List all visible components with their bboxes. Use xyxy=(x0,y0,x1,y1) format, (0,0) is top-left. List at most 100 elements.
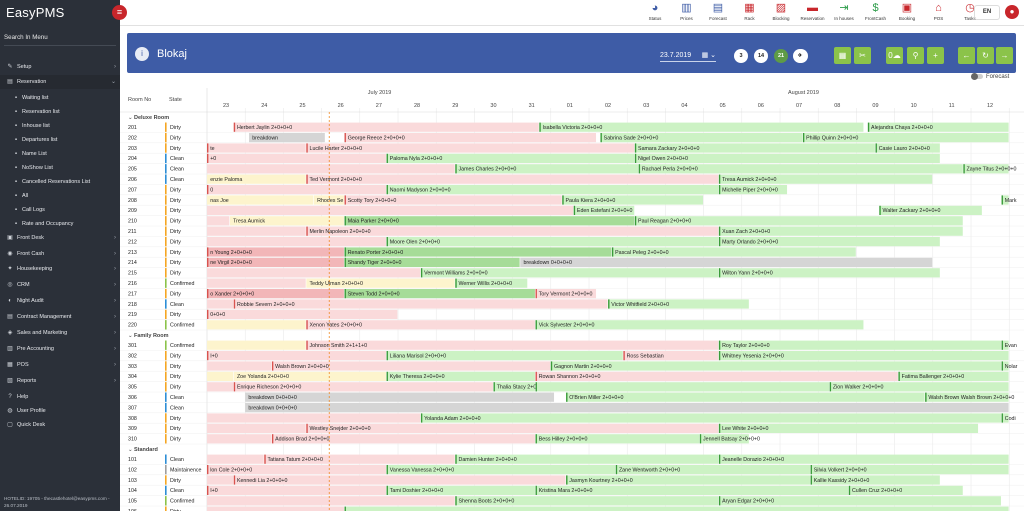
reservation-bar[interactable] xyxy=(608,299,749,309)
sidebar-item-front-cash[interactable]: ◉ Front Cash › xyxy=(0,247,120,261)
reservation-bar[interactable] xyxy=(1001,361,1009,371)
reservation-bar[interactable] xyxy=(207,465,386,475)
reservation-bar[interactable] xyxy=(233,382,493,392)
nav-forecast[interactable]: ▤ Forecast xyxy=(703,1,733,21)
forecast-toggle[interactable]: Forecast xyxy=(971,73,1009,80)
reservation-bar[interactable] xyxy=(207,153,386,163)
reservation-bar[interactable] xyxy=(207,454,264,464)
sidebar-item-quick-desk[interactable]: ▢ Quick Desk xyxy=(0,418,120,432)
reservation-bar[interactable] xyxy=(386,153,635,163)
reservation-bar[interactable] xyxy=(634,143,875,153)
reservation-bar[interactable] xyxy=(879,205,982,215)
reservation-bar[interactable] xyxy=(271,434,535,444)
sidebar-item-waiting-list[interactable]: ▪ Waiting list xyxy=(0,91,120,105)
reservation-bar[interactable] xyxy=(535,289,597,299)
sidebar-item-pre-accounting[interactable]: ▥ Pre Accounting › xyxy=(0,342,120,356)
refresh-button[interactable]: ↻ xyxy=(977,47,994,64)
reservation-bar[interactable] xyxy=(207,434,272,444)
nav-blocking[interactable]: ▨ Blocking xyxy=(766,1,796,21)
weather-button[interactable]: 0☁ xyxy=(886,47,903,64)
reservation-bar[interactable] xyxy=(207,226,306,236)
reservation-bar[interactable] xyxy=(573,205,635,215)
reservation-bar[interactable] xyxy=(207,496,455,506)
reservation-bar[interactable] xyxy=(455,164,639,174)
reservation-bar[interactable] xyxy=(634,216,963,226)
sidebar-item-name-list[interactable]: ▪ Name List xyxy=(0,147,120,161)
reservation-bar[interactable] xyxy=(207,506,344,511)
reservation-bar[interactable] xyxy=(207,143,306,153)
reservation-bar[interactable] xyxy=(699,434,749,444)
reservation-bar[interactable] xyxy=(718,423,979,433)
sidebar-search-input[interactable]: Search In Menu xyxy=(4,32,116,46)
reservation-bar[interactable] xyxy=(306,174,719,184)
reservation-bar[interactable] xyxy=(229,216,344,226)
reservation-bar[interactable] xyxy=(493,382,535,392)
nav-pos[interactable]: ⌂ POS xyxy=(924,1,954,21)
user-avatar[interactable]: ● xyxy=(1005,5,1019,19)
reservation-bar[interactable] xyxy=(207,351,386,361)
reservation-bar[interactable] xyxy=(634,153,940,163)
reservation-bar[interactable] xyxy=(875,143,940,153)
reservation-bar[interactable] xyxy=(233,122,539,132)
reservation-bar[interactable] xyxy=(386,465,616,475)
sidebar-item-contract-management[interactable]: ▤ Contract Management › xyxy=(0,310,120,324)
reservation-bar[interactable] xyxy=(535,320,864,330)
reservation-bar[interactable] xyxy=(306,320,535,330)
reservation-bar[interactable] xyxy=(207,164,455,174)
reservation-bar[interactable] xyxy=(207,340,306,350)
reservation-bar[interactable] xyxy=(810,475,940,485)
sidebar-item-call-logs[interactable]: ▪ Call Logs xyxy=(0,203,120,217)
reservation-bar[interactable] xyxy=(455,278,528,288)
reservation-bar[interactable] xyxy=(386,485,535,495)
date-picker-input[interactable]: 23.7.2019 ▦ ⌄ xyxy=(660,50,716,62)
nav-reservation[interactable]: ▬ Reservation xyxy=(798,1,828,21)
reservation-bar[interactable] xyxy=(420,268,719,278)
reservation-bar[interactable] xyxy=(718,237,940,247)
reservation-bar[interactable] xyxy=(386,237,719,247)
reservation-bar[interactable] xyxy=(207,216,230,226)
checkin-plane-button[interactable]: ✈ xyxy=(793,49,807,63)
reservation-bar[interactable] xyxy=(718,351,1009,361)
reservation-bar[interactable] xyxy=(1001,340,1009,350)
reservation-bar[interactable] xyxy=(207,382,234,392)
reservation-bar[interactable] xyxy=(535,485,849,495)
menu-toggle-button[interactable]: ≡ xyxy=(112,5,127,20)
reservation-bar[interactable] xyxy=(550,361,1001,371)
sidebar-item-departures-list[interactable]: ▪ Departures list xyxy=(0,133,120,147)
nav-frontcash[interactable]: $ FrontCash xyxy=(861,1,891,21)
reservation-bar[interactable] xyxy=(455,454,719,464)
next-button[interactable]: → xyxy=(996,47,1013,64)
reservation-bar[interactable] xyxy=(344,257,520,267)
add-button[interactable]: + xyxy=(927,47,944,64)
nav-booking[interactable]: ▣ Booking xyxy=(892,1,922,21)
reservation-bar[interactable] xyxy=(611,247,856,257)
reservation-bar[interactable] xyxy=(249,133,325,143)
reservation-bar[interactable] xyxy=(271,361,551,371)
nav-prices[interactable]: ▥ Prices xyxy=(672,1,702,21)
reservation-bar[interactable] xyxy=(718,454,1009,464)
reservation-bar[interactable] xyxy=(810,465,1009,475)
reservation-bar[interactable] xyxy=(718,496,1001,506)
sidebar-item-pos[interactable]: ▦ POS › xyxy=(0,358,120,372)
sidebar-item-sales-and-marketing[interactable]: ◈ Sales and Marketing › xyxy=(0,326,120,340)
reservation-bar[interactable] xyxy=(867,122,1009,132)
reservation-bar[interactable] xyxy=(245,403,1009,413)
reservation-bar[interactable] xyxy=(535,382,830,392)
reservation-bar[interactable] xyxy=(420,413,1001,423)
reservation-bar[interactable] xyxy=(718,185,788,195)
reservation-bar[interactable] xyxy=(207,371,234,381)
reservation-bar[interactable] xyxy=(566,475,810,485)
nav-inhouses[interactable]: ⇥ In houses xyxy=(829,1,859,21)
reservation-bar[interactable] xyxy=(566,392,925,402)
reservation-bar[interactable] xyxy=(344,289,535,299)
reservation-bar[interactable] xyxy=(615,465,810,475)
reservation-bar[interactable] xyxy=(207,195,314,205)
reservation-bar[interactable] xyxy=(344,133,597,143)
reservation-bar[interactable] xyxy=(233,371,386,381)
reservation-bar[interactable] xyxy=(306,278,455,288)
sidebar-item-reservation[interactable]: ▤ Reservation ⌄ xyxy=(0,75,120,89)
reservation-bar[interactable] xyxy=(207,299,234,309)
reservation-bar[interactable] xyxy=(245,392,555,402)
reservation-bar[interactable] xyxy=(386,371,535,381)
reservation-bar[interactable] xyxy=(207,289,344,299)
